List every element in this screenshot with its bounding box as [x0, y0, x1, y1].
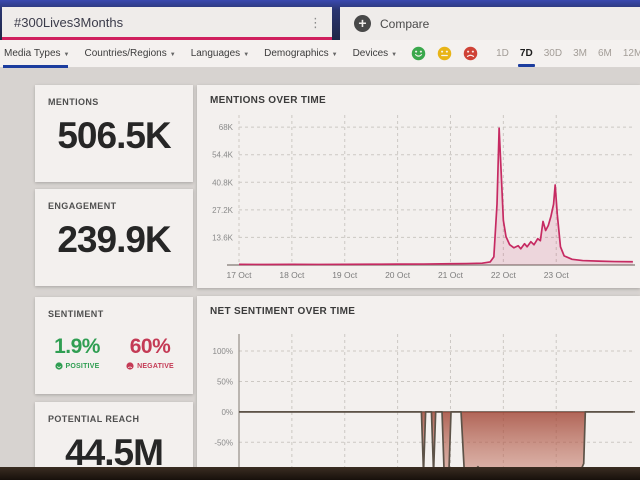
svg-text:100%: 100%: [213, 347, 233, 356]
filter-label: Media Types: [4, 48, 61, 59]
mentions-value: 506.5K: [57, 115, 171, 156]
screen-bezel: [0, 467, 640, 480]
negative-sentiment-label: NEGATIVE: [137, 362, 174, 370]
potential-reach-card-label: POTENTIAL REACH: [48, 414, 140, 424]
time-range-1d[interactable]: 1D: [496, 48, 509, 59]
filter-devices[interactable]: Devices ▼: [352, 40, 399, 68]
query-tab[interactable]: #300Lives3Months ⋮: [2, 7, 332, 40]
svg-text:23 Oct: 23 Oct: [544, 270, 570, 280]
svg-text:68K: 68K: [219, 123, 234, 132]
svg-text:50%: 50%: [217, 377, 233, 386]
svg-text:40.8K: 40.8K: [212, 178, 234, 187]
top-navigation-bar: #300Lives3Months ⋮ + Compare: [0, 0, 640, 40]
chevron-down-icon: ▼: [391, 51, 398, 58]
time-range-group: 1D 7D 30D 3M 6M 12M: [495, 46, 640, 67]
negative-dot-icon: [126, 362, 134, 370]
mentions-over-time-chart: 17 Oct 18 Oct 19 Oct 20 Oct 21 Oct 22 Oct 23 O…: [212, 115, 635, 280]
positive-sentiment-metric: 1.9% POSITIVE: [54, 335, 100, 370]
sentiment-card-label: SENTIMENT: [48, 309, 104, 319]
filter-countries-regions[interactable]: Countries/Regions ▼: [83, 40, 176, 68]
chevron-down-icon: ▼: [331, 51, 338, 58]
negative-sentiment-value: 60%: [129, 335, 171, 358]
sentiment-card: SENTIMENT 1.9% POSITIVE 60% NEGATIVE: [35, 297, 193, 394]
filter-label: Countries/Regions: [84, 48, 167, 59]
chevron-down-icon: ▼: [63, 51, 70, 58]
mentions-card-label: MENTIONS: [48, 97, 99, 107]
positive-sentiment-value: 1.9%: [54, 335, 100, 358]
svg-text:18 Oct: 18 Oct: [279, 270, 305, 280]
compare-label: Compare: [380, 16, 430, 31]
negative-sentiment-icon[interactable]: [463, 46, 478, 61]
filter-label: Demographics: [264, 48, 329, 59]
mentions-over-time-card: MENTIONS OVER TIME 17 Oct 18 Oct 19 Oct 20 …: [197, 85, 640, 288]
query-input[interactable]: #300Lives3Months: [14, 14, 124, 30]
engagement-card: ENGAGEMENT 239.9K: [35, 189, 193, 286]
kebab-menu-icon[interactable]: ⋮: [309, 14, 322, 30]
svg-text:17 Oct: 17 Oct: [226, 270, 252, 280]
filter-label: Languages: [190, 48, 241, 59]
chevron-down-icon: ▼: [169, 51, 176, 58]
compare-button[interactable]: + Compare: [340, 7, 640, 40]
time-range-6m[interactable]: 6M: [597, 48, 612, 59]
filter-demographics[interactable]: Demographics ▼: [263, 40, 338, 68]
plus-icon: +: [354, 15, 371, 32]
filter-bar: Media Types ▼ Countries/Regions ▼ Langua…: [0, 40, 640, 68]
filter-media-types[interactable]: Media Types ▼: [3, 40, 70, 68]
chevron-down-icon: ▼: [243, 51, 250, 58]
svg-text:13.6K: 13.6K: [212, 233, 234, 242]
svg-text:54.4K: 54.4K: [212, 151, 234, 160]
neutral-sentiment-icon[interactable]: [437, 46, 452, 61]
time-range-30d[interactable]: 30D: [543, 48, 563, 59]
svg-text:22 Oct: 22 Oct: [491, 270, 517, 280]
svg-text:21 Oct: 21 Oct: [438, 270, 464, 280]
svg-text:27.2K: 27.2K: [212, 206, 234, 215]
svg-text:19 Oct: 19 Oct: [332, 270, 358, 280]
svg-text:20 Oct: 20 Oct: [385, 270, 411, 280]
svg-text:0%: 0%: [221, 408, 233, 417]
net-sentiment-chart-title: NET SENTIMENT OVER TIME: [210, 306, 356, 317]
positive-dot-icon: [54, 362, 63, 370]
positive-sentiment-icon[interactable]: [411, 46, 426, 61]
time-range-12m[interactable]: 12M: [622, 48, 640, 59]
mentions-chart-title: MENTIONS OVER TIME: [210, 95, 326, 106]
filter-label: Devices: [352, 48, 389, 59]
negative-sentiment-metric: 60% NEGATIVE: [126, 335, 174, 370]
dashboard-content: MENTIONS 506.5K ENGAGEMENT 239.9K SENTIM…: [0, 68, 640, 480]
net-sentiment-over-time-chart: 100%50%0%-50%-100%: [210, 334, 635, 480]
svg-text:-50%: -50%: [214, 438, 233, 447]
potential-reach-value: 44.5M: [65, 432, 164, 473]
filter-languages[interactable]: Languages ▼: [190, 40, 250, 68]
positive-sentiment-label: POSITIVE: [65, 362, 100, 370]
time-range-3m[interactable]: 3M: [573, 48, 587, 59]
net-sentiment-over-time-card: NET SENTIMENT OVER TIME 100%50%0%-50%-10…: [197, 296, 640, 480]
time-range-7d[interactable]: 7D: [517, 48, 535, 67]
mentions-card: MENTIONS 506.5K: [35, 85, 193, 182]
engagement-value: 239.9K: [57, 219, 171, 260]
engagement-card-label: ENGAGEMENT: [48, 201, 117, 211]
